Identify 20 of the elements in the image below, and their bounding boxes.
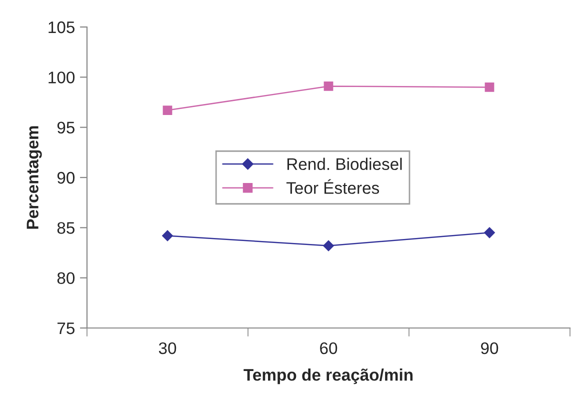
y-tick-label: 100: [48, 72, 75, 84]
x-tick-label: 90: [481, 342, 498, 354]
y-tick-label: 90: [57, 172, 75, 184]
x-tick-label: 30: [158, 342, 176, 354]
point: [324, 82, 334, 91]
point: [484, 82, 494, 92]
legend-label: Teor Ésteres: [286, 179, 380, 194]
y-tick-label: 85: [57, 222, 74, 234]
point: [162, 230, 173, 242]
y-tick-label: 80: [57, 272, 75, 284]
y-tick-label: 95: [57, 122, 74, 134]
y-tick-label: 75: [58, 322, 74, 334]
point: [484, 227, 495, 238]
y-axis-title: Percentagem: [26, 126, 42, 229]
point: [323, 240, 334, 252]
legend-label: Rend. Biodiesel: [287, 158, 402, 170]
x-axis-title: Tempo de reação/min: [244, 368, 413, 384]
y-tick-label: 105: [48, 21, 74, 34]
point: [162, 106, 172, 115]
x-tick-label: 60: [320, 342, 338, 354]
